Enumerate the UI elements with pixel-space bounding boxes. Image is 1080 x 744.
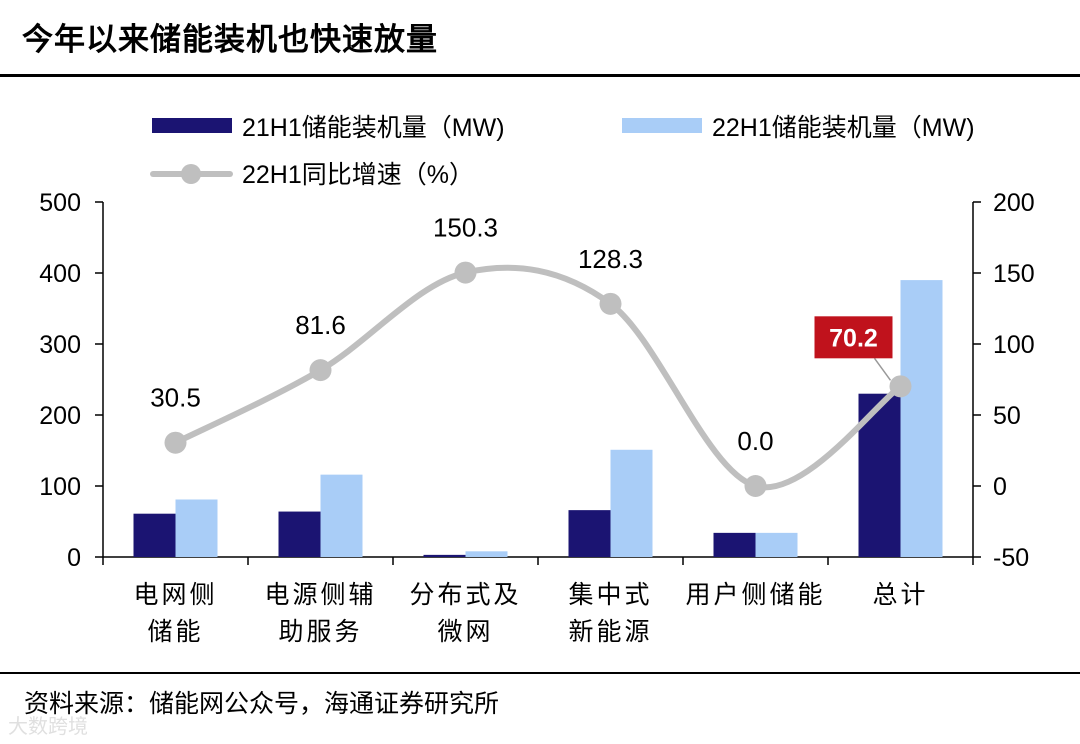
bar-22h1 [465,551,508,557]
growth-point [309,359,332,382]
source-note: 资料来源：储能网公众号，海通证券研究所 [24,689,500,718]
growth-point [744,475,767,497]
watermark: 大数跨境 [8,714,88,738]
legend-swatch-21h1 [152,118,232,133]
growth-point [164,431,187,454]
bar-21h1 [568,510,611,557]
left-tick-label: 300 [39,331,81,359]
category-label: 电源侧辅 [264,580,376,609]
category-label: 新能源 [568,617,652,646]
data-label: 70.2 [829,324,878,352]
category-label: 用户侧储能 [685,580,825,609]
category-label: 集中式 [568,580,652,609]
legend-label-22h1: 22H1储能装机量（MW) [712,114,975,142]
growth-point [889,375,912,398]
left-tick-label: 400 [39,260,81,288]
data-labels: 30.5 81.6 150.3 128.3 0.0 70.2 [150,213,893,456]
bar-22h1 [175,499,218,557]
data-label: 128.3 [578,244,643,274]
category-label: 电网侧 [133,580,217,609]
left-tick-label: 500 [39,189,81,217]
growth-point [599,292,622,315]
category-label: 储能 [147,617,203,646]
data-label: 150.3 [433,213,498,243]
legend-swatch-22h1 [622,118,702,133]
growth-point [454,261,477,284]
page-title: 今年以来储能装机也快速放量 [22,22,438,58]
data-label: 0.0 [737,426,773,456]
legend: 21H1储能装机量（MW) 22H1储能装机量（MW) 22H1同比增速（%） [150,114,975,189]
axes: 0 100 200 300 400 500 -50 0 50 100 150 200 [39,189,1034,572]
data-label: 81.6 [295,310,346,340]
title-divider [0,74,1080,77]
growth-line-path [172,264,904,491]
growth-line [164,261,912,497]
legend-label-21h1: 21H1储能装机量（MW) [242,114,505,142]
legend-marker-growth [181,164,201,184]
bar-21h1 [278,511,321,557]
right-tick-label: 150 [993,260,1035,288]
category-label: 总计 [872,580,928,609]
bar-21h1 [133,513,176,557]
bar-22h1 [610,449,653,557]
left-tick-label: 0 [67,544,81,572]
bar-21h1 [423,554,466,557]
legend-label-growth: 22H1同比增速（%） [242,161,474,189]
bar-21h1 [713,532,756,557]
footer-divider [0,672,1080,674]
category-label: 分布式及 [409,580,521,609]
right-tick-label: 50 [993,402,1021,430]
left-tick-label: 100 [39,473,81,501]
right-tick-label: 200 [993,189,1035,217]
bar-22h1 [320,474,363,557]
bars [133,280,943,557]
left-tick-label: 200 [39,402,81,430]
bar-22h1 [755,532,798,557]
callout-box [814,316,893,359]
bar-22h1 [900,280,943,557]
category-label: 微网 [437,617,493,646]
category-label: 助服务 [278,617,362,646]
right-tick-label: 0 [993,473,1007,501]
callout-leader [873,357,892,381]
right-tick-label: -50 [993,544,1029,572]
data-label: 30.5 [150,383,201,413]
chart: 21H1储能装机量（MW) 22H1储能装机量（MW) 22H1同比增速（%） 0 1… [39,114,1034,646]
right-tick-label: 100 [993,331,1035,359]
